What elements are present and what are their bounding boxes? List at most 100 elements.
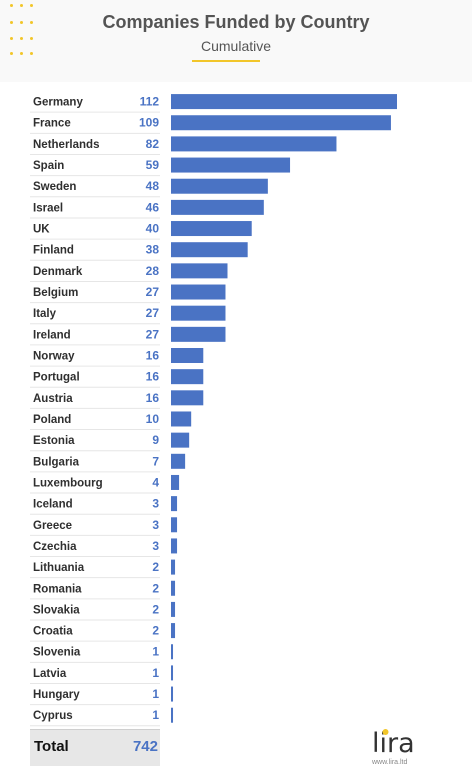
category-label: Slovakia [33,604,80,616]
category-label: Spain [33,160,64,172]
bar-france [171,115,391,131]
value-label: 1 [152,708,159,722]
category-label: Belgium [33,287,78,299]
lira-logo: lira www.lira.ltd [370,726,426,772]
value-label: 59 [146,158,160,172]
bar-israel [171,199,264,215]
value-label: 1 [152,645,159,659]
category-label: Ireland [33,329,71,341]
lira-logo-mark: lira [372,728,415,759]
category-label: France [33,118,71,130]
bar-luxembourg [171,474,180,490]
value-label: 46 [146,200,160,214]
category-label: Hungary [33,689,80,701]
value-label: 2 [152,624,159,638]
bar-portugal [171,369,204,385]
bar-norway [171,348,204,363]
value-label: 28 [146,264,160,278]
header-band: Companies Funded by Country Cumulative [0,0,472,82]
category-label: Luxembourg [33,477,103,489]
total-value: 742 [132,738,158,755]
value-label: 82 [146,137,160,151]
category-label: Germany [33,97,83,109]
category-label: Portugal [33,372,80,384]
bar-bulgaria [171,453,186,469]
category-label: Latvia [33,668,67,680]
bar-ireland [171,326,226,342]
chart-title: Companies Funded by Country [102,12,370,32]
bar-czechia [171,538,178,554]
category-label: UK [33,224,50,236]
bar-spain [171,157,291,173]
decorative-dots [6,2,36,58]
bar-slovenia [171,644,174,660]
bar-hungary [171,686,174,702]
bar-germany [171,94,397,110]
value-label: 27 [146,285,160,299]
bar-italy [171,305,226,321]
category-label: Bulgaria [33,456,80,468]
category-label: Netherlands [33,139,99,151]
total-label: Total [34,738,69,755]
value-label: 2 [152,602,159,616]
chart-subtitle: Cumulative [200,38,272,54]
category-label: Czechia [33,541,77,553]
value-label: 48 [146,179,160,193]
value-label: 10 [146,412,160,426]
svg-text:lira: lira [372,728,415,759]
category-label: Croatia [33,626,73,638]
category-label: Israel [33,202,63,214]
value-label: 27 [146,306,160,320]
category-label: Finland [33,245,74,257]
bar-poland [171,411,192,427]
value-label: 38 [146,243,160,257]
category-label: Denmark [33,266,83,278]
value-label: 40 [146,222,160,236]
bar-estonia [171,432,190,448]
total-row: Total 742 [30,729,160,766]
category-label: Sweden [33,181,76,193]
value-label: 16 [146,349,160,363]
value-label: 3 [152,518,159,532]
value-label: 112 [140,95,160,109]
logo-url: www.lira.ltd [372,759,408,766]
bar-greece [171,517,178,533]
bar-latvia [171,665,174,681]
value-label: 2 [152,560,159,574]
value-label: 3 [152,539,159,553]
subtitle-underline [192,60,260,62]
value-label: 3 [152,497,159,511]
bar-romania [171,580,176,596]
category-label: Poland [33,414,71,426]
bar-iceland [171,496,178,512]
bar-sweden [171,178,268,194]
value-label: 1 [152,666,159,680]
value-label: 7 [152,454,159,468]
bar-belgium [171,284,226,300]
category-label: Estonia [33,435,75,447]
value-label: 109 [139,116,159,130]
bar-cyprus [171,707,174,723]
bar-finland [171,242,248,258]
bar-austria [171,390,204,406]
category-label: Cyprus [33,710,73,722]
value-label: 9 [152,433,159,447]
value-label: 16 [146,391,160,405]
bar-slovakia [171,601,176,617]
value-label: 16 [146,370,160,384]
bar-lithuania [171,559,176,575]
category-label: Norway [33,351,75,363]
category-label: Slovenia [33,647,81,659]
value-label: 2 [152,581,159,595]
value-label: 4 [152,475,159,489]
value-label: 1 [152,687,159,701]
category-label: Lithuania [33,562,85,574]
bar-denmark [171,263,228,279]
bar-netherlands [171,136,337,152]
category-label: Austria [33,393,73,405]
value-label: 27 [146,327,160,341]
category-label: Romania [33,583,82,595]
category-label: Iceland [33,499,73,511]
category-label: Greece [33,520,72,532]
